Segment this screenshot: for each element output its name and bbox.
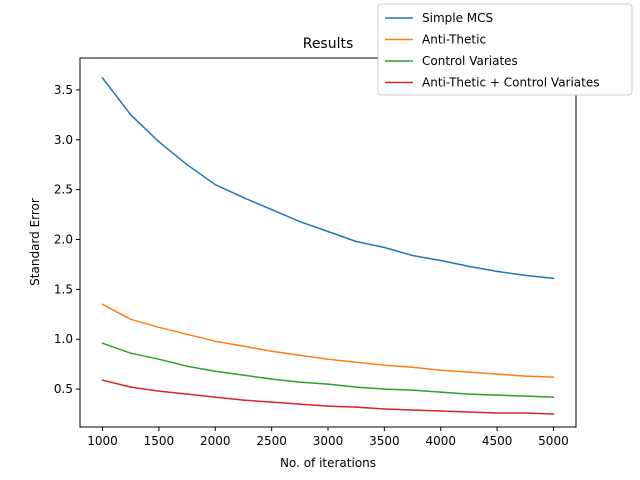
data-point-anti-thetic <box>411 366 414 369</box>
data-point-anti-thetic-control-variates <box>214 396 217 398</box>
data-point-anti-thetic-control-variates <box>186 393 188 395</box>
data-point-anti-thetic-control-variates <box>129 386 132 388</box>
data-point-anti-thetic-control-variates <box>383 408 386 410</box>
y-tick-label: 2.0 <box>54 233 73 247</box>
data-point-simple-mcs <box>468 265 470 268</box>
data-point-anti-thetic-control-variates <box>270 401 273 403</box>
y-axis: 0.5 1.0 1.5 2.0 2.5 3.0 3.5 <box>54 83 80 396</box>
data-point-simple-mcs <box>552 277 555 280</box>
data-point-simple-mcs <box>158 141 160 143</box>
y-tick-label: 1.5 <box>54 282 73 296</box>
data-point-control-variates <box>242 374 245 376</box>
data-point-anti-thetic <box>355 361 358 364</box>
x-tick-label: 3000 <box>313 434 344 448</box>
data-point-anti-thetic <box>468 371 470 373</box>
data-point-simple-mcs <box>214 183 217 186</box>
data-point-anti-thetic-control-variates <box>158 390 160 392</box>
data-point-simple-mcs <box>355 240 358 243</box>
x-tick-label: 1000 <box>87 434 118 448</box>
y-tick-label: 2.5 <box>54 183 73 197</box>
data-point-control-variates <box>552 396 555 398</box>
legend-label-control-variates: Control Variates <box>422 54 518 68</box>
data-point-anti-thetic <box>270 350 273 353</box>
x-axis-title: No. of iterations <box>280 456 376 470</box>
data-point-simple-mcs <box>327 230 329 233</box>
y-tick-label: 3.0 <box>54 133 73 147</box>
legend-box <box>377 3 633 96</box>
data-point-control-variates <box>214 370 217 373</box>
data-point-control-variates <box>186 365 188 368</box>
data-point-anti-thetic <box>439 369 442 372</box>
data-point-control-variates <box>270 378 273 380</box>
data-point-simple-mcs <box>439 259 442 262</box>
data-point-anti-thetic <box>186 333 188 336</box>
data-point-simple-mcs <box>299 220 301 223</box>
legend-items: Simple MCS Anti-Thetic Control Variates Ant… <box>385 11 600 90</box>
data-point-anti-thetic <box>524 375 527 377</box>
data-point-anti-thetic <box>101 303 104 306</box>
x-axis: 1000 1500 2000 2500 3000 3500 4000 4500 5000 <box>87 427 569 448</box>
y-axis-title: Standard Error <box>28 198 42 286</box>
data-point-control-variates <box>355 386 358 388</box>
x-tick-label: 5000 <box>538 434 569 448</box>
data-point-control-variates <box>101 342 104 345</box>
data-point-anti-thetic-control-variates <box>355 406 358 408</box>
legend: Simple MCS Anti-Thetic Control Variates Ant… <box>377 3 633 96</box>
data-point-simple-mcs <box>270 208 273 211</box>
data-point-control-variates <box>439 391 442 393</box>
data-point-anti-thetic-control-variates <box>468 411 470 413</box>
data-point-anti-thetic <box>299 354 301 357</box>
x-tick-label: 2500 <box>256 434 287 448</box>
data-point-anti-thetic <box>327 358 329 361</box>
x-tick-label: 3500 <box>369 434 400 448</box>
data-point-anti-thetic <box>496 373 498 375</box>
data-point-anti-thetic-control-variates <box>327 405 329 407</box>
chart-title: Results <box>303 36 354 52</box>
data-point-anti-thetic-control-variates <box>101 379 104 381</box>
data-point-control-variates <box>383 388 386 390</box>
data-point-control-variates <box>468 393 470 395</box>
data-point-anti-thetic-control-variates <box>411 409 414 411</box>
data-point-simple-mcs <box>101 77 104 79</box>
data-point-anti-thetic <box>242 345 245 348</box>
y-tick-label: 0.5 <box>54 382 73 396</box>
data-point-anti-thetic <box>158 326 160 329</box>
y-tick-label: 1.0 <box>54 332 73 346</box>
data-point-simple-mcs <box>524 274 527 277</box>
data-point-anti-thetic-control-variates <box>496 412 498 414</box>
data-point-simple-mcs <box>496 270 498 273</box>
data-point-anti-thetic <box>383 364 386 367</box>
x-tick-label: 1500 <box>144 434 175 448</box>
data-point-simple-mcs <box>383 246 386 249</box>
data-point-simple-mcs <box>242 196 245 199</box>
data-point-control-variates <box>158 358 160 361</box>
data-point-control-variates <box>327 383 329 385</box>
y-tick-label: 3.5 <box>54 83 73 97</box>
data-point-anti-thetic <box>214 340 217 343</box>
data-point-control-variates <box>411 389 414 391</box>
data-point-simple-mcs <box>411 254 414 257</box>
data-point-anti-thetic-control-variates <box>439 410 442 412</box>
x-tick-label: 2000 <box>200 434 231 448</box>
data-point-anti-thetic-control-variates <box>299 403 301 405</box>
x-tick-label: 4000 <box>425 434 456 448</box>
x-tick-label: 4500 <box>482 434 513 448</box>
series-lines <box>101 77 555 415</box>
data-point-simple-mcs <box>186 163 188 166</box>
legend-label-simple-mcs: Simple MCS <box>422 11 493 25</box>
data-point-control-variates <box>129 352 132 355</box>
data-point-control-variates <box>496 394 498 396</box>
data-point-anti-thetic-control-variates <box>552 413 555 415</box>
data-point-anti-thetic-control-variates <box>242 399 245 401</box>
data-point-control-variates <box>524 395 527 397</box>
legend-label-anti-thetic: Anti-Thetic <box>422 33 486 47</box>
data-point-anti-thetic <box>129 318 132 321</box>
data-point-anti-thetic <box>552 376 555 378</box>
data-point-simple-mcs <box>129 114 132 116</box>
legend-label-anti-thetic-control-variates: Anti-Thetic + Control Variates <box>422 76 600 90</box>
data-point-anti-thetic-control-variates <box>524 412 527 414</box>
data-point-control-variates <box>299 381 301 383</box>
